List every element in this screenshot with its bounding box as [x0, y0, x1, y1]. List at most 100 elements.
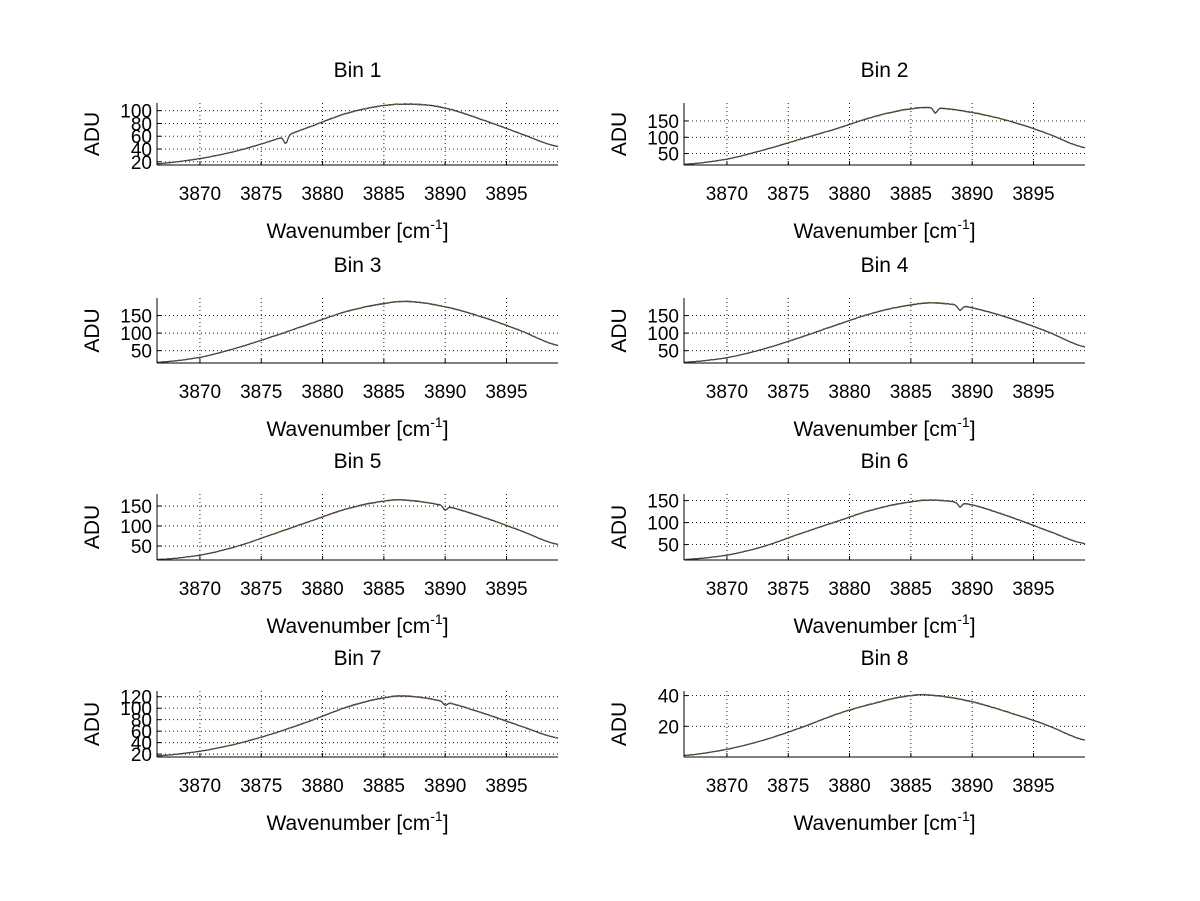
y-tick-label: 20 — [658, 717, 679, 738]
y-tick-label: 20 — [131, 153, 152, 174]
x-axis-label-main: Wavenumber [cm — [793, 220, 957, 243]
x-axis-label-exponent: -1 — [430, 611, 443, 627]
x-axis-label-exponent: -1 — [430, 808, 443, 824]
y-tick-label: 20 — [131, 745, 152, 766]
x-tick-label: 3885 — [890, 579, 932, 600]
series-line-1 — [683, 106, 1086, 165]
y-tick-label: 40 — [131, 140, 152, 161]
series-line-2 — [156, 499, 559, 560]
y-tick-label: 60 — [131, 127, 152, 148]
series-line-4 — [684, 499, 1086, 561]
x-tick-label: 3870 — [179, 579, 221, 600]
series-line-6 — [683, 694, 1086, 756]
series-line-7 — [683, 499, 1086, 561]
y-tick-label: 80 — [131, 114, 152, 135]
chart-title: Bin 2 — [861, 59, 909, 82]
y-tick-label: 40 — [131, 734, 152, 755]
series-line-4 — [157, 695, 559, 757]
y-tick-label: 40 — [658, 687, 679, 708]
y-tick-label: 150 — [120, 307, 152, 328]
x-axis-label-main: Wavenumber [cm — [266, 418, 430, 441]
y-tick-label: 100 — [120, 102, 152, 123]
series-line-2 — [684, 694, 1085, 756]
x-axis-label: Wavenumber [cm-1] — [793, 611, 975, 638]
x-tick-label: 3885 — [890, 776, 932, 797]
series-line-1 — [684, 499, 1086, 560]
y-tick-label: 50 — [131, 537, 152, 558]
x-tick-label: 3895 — [1012, 579, 1054, 600]
x-axis-label: Wavenumber [cm-1] — [266, 611, 448, 638]
series-line-6 — [156, 499, 559, 561]
x-axis-label-close: ] — [443, 812, 449, 835]
y-tick-label: 120 — [120, 688, 152, 709]
x-tick-label: 3885 — [363, 776, 405, 797]
x-axis-label-close: ] — [970, 615, 976, 638]
x-tick-label: 3870 — [706, 184, 748, 205]
y-axis-label: ADU — [81, 308, 104, 352]
x-tick-label: 3890 — [424, 579, 466, 600]
x-tick-label: 3895 — [485, 382, 527, 403]
x-tick-label: 3875 — [240, 382, 282, 403]
chart-title: Bin 6 — [861, 450, 909, 473]
chart-title: Bin 1 — [334, 59, 382, 82]
x-tick-label: 3880 — [301, 776, 343, 797]
x-axis-label: Wavenumber [cm-1] — [793, 808, 975, 835]
series-line-5 — [684, 499, 1086, 560]
x-tick-label: 3890 — [424, 776, 466, 797]
x-axis-label-main: Wavenumber [cm — [266, 615, 430, 638]
x-axis-label-close: ] — [970, 812, 976, 835]
chart-title: Bin 8 — [861, 647, 909, 670]
x-axis-label-close: ] — [443, 220, 449, 243]
series-line-7 — [684, 302, 1086, 363]
x-axis-label-main: Wavenumber [cm — [266, 220, 430, 243]
x-tick-label: 3895 — [485, 184, 527, 205]
series-line-1 — [683, 302, 1086, 363]
x-axis-label-main: Wavenumber [cm — [793, 812, 957, 835]
x-tick-label: 3870 — [706, 382, 748, 403]
series-line-6 — [683, 106, 1086, 165]
series-line-3 — [683, 499, 1086, 561]
x-tick-label: 3890 — [951, 579, 993, 600]
series-line-7 — [156, 695, 559, 757]
x-axis-label-main: Wavenumber [cm — [793, 615, 957, 638]
chart-title: Bin 5 — [334, 450, 382, 473]
series-line-5 — [683, 106, 1086, 165]
x-axis-label-main: Wavenumber [cm — [266, 812, 430, 835]
series-line-6 — [684, 301, 1086, 363]
y-axis-label: ADU — [608, 308, 631, 352]
series-line-4 — [683, 694, 1086, 757]
y-axis-label: ADU — [81, 505, 104, 549]
y-tick-label: 50 — [131, 342, 152, 363]
y-tick-label: 150 — [120, 497, 152, 518]
x-axis-label-exponent: -1 — [957, 414, 970, 430]
y-axis-label: ADU — [608, 505, 631, 549]
series-line-3 — [156, 499, 559, 561]
y-axis-label: ADU — [81, 112, 104, 156]
x-axis-label-close: ] — [443, 418, 449, 441]
series-line-5 — [156, 499, 559, 560]
x-tick-label: 3870 — [179, 776, 221, 797]
chart-panel-8: Bin 8 3870 3875 3880 3885 3890 3895 20 40 ADU Wave… — [608, 647, 1086, 835]
series-line-6 — [683, 499, 1086, 560]
series-line-2 — [683, 106, 1086, 165]
x-axis-label: Wavenumber [cm-1] — [793, 216, 975, 243]
series-line-5 — [683, 694, 1086, 756]
y-tick-label: 60 — [131, 722, 152, 743]
x-tick-label: 3875 — [767, 184, 809, 205]
x-axis-label: Wavenumber [cm-1] — [266, 808, 448, 835]
series-line-7 — [156, 499, 559, 561]
y-tick-label: 100 — [647, 128, 679, 149]
series-line-7 — [683, 693, 1086, 756]
x-axis-label-close: ] — [970, 418, 976, 441]
x-tick-label: 3885 — [890, 382, 932, 403]
x-tick-label: 3875 — [240, 184, 282, 205]
y-axis-label: ADU — [608, 112, 631, 156]
series-line-7 — [156, 103, 559, 165]
x-axis-label-main: Wavenumber [cm — [793, 418, 957, 441]
y-axis-label: ADU — [608, 702, 631, 746]
x-tick-label: 3875 — [767, 579, 809, 600]
x-tick-label: 3880 — [828, 382, 870, 403]
